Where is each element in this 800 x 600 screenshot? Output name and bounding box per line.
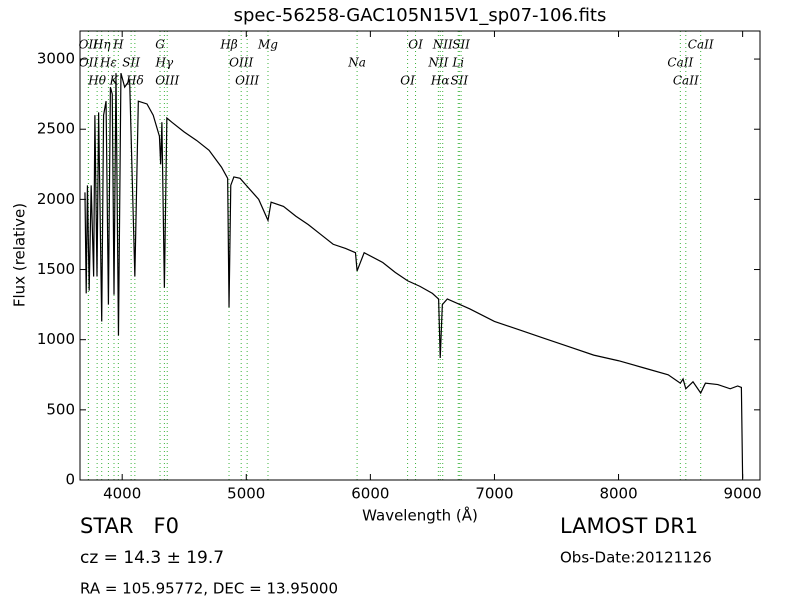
spectral-line-label: Mg — [257, 38, 278, 52]
x-tick-label: 7000 — [475, 485, 513, 503]
spectral-line-label: OIII — [235, 74, 259, 88]
y-tick-label: 500 — [46, 400, 75, 418]
x-tick-label: 5000 — [227, 485, 265, 503]
spectral-line-label: Hα — [430, 74, 450, 88]
spectral-line-label: Li — [451, 56, 464, 70]
x-tick-label: 6000 — [351, 485, 389, 503]
spectral-line-label: SII — [450, 74, 468, 88]
spectral-line-label: OII — [79, 38, 99, 52]
y-tick-label: 2500 — [37, 120, 75, 138]
spectral-line-label: Hβ — [219, 38, 237, 52]
spectral-line-label: OI — [400, 74, 415, 88]
redshift: cz = 14.3 ± 19.7 — [80, 548, 224, 568]
spectral-line-label: Hθ — [87, 74, 106, 88]
chart-title: spec-56258-GAC105N15V1_sp07-106.fits — [234, 5, 607, 26]
y-tick-label: 3000 — [37, 50, 75, 68]
spectral-line-label: Hδ — [125, 74, 144, 88]
y-tick-label: 1000 — [37, 330, 75, 348]
y-tick-label: 2000 — [37, 190, 75, 208]
spectral-line-label: OIII — [155, 74, 179, 88]
x-tick-label: 4000 — [103, 485, 141, 503]
obs-date: Obs-Date:20121126 — [560, 549, 712, 567]
plot-frame — [79, 30, 761, 481]
spectral-line-label: CaII — [673, 74, 699, 88]
spectral-line-label: SII — [122, 56, 140, 70]
coordinates: RA = 105.95772, DEC = 13.95000 — [80, 580, 338, 598]
spectral-line-label: G — [155, 38, 165, 52]
spectrum-line — [84, 72, 744, 479]
x-tick-label: 8000 — [599, 485, 637, 503]
spectral-line-label: K — [109, 74, 120, 88]
spectral-line-label: NII — [427, 56, 448, 70]
spectral-line-label: Hε — [99, 56, 117, 70]
spectral-line-label: Hη — [92, 38, 111, 52]
object-class: STAR F0 — [80, 514, 179, 538]
spectral-line-label: CaII — [688, 38, 714, 52]
spectral-line-label: OIII — [229, 56, 253, 70]
x-axis-label: Wavelength (Å) — [362, 506, 478, 525]
spectral-line-label: SII — [452, 38, 470, 52]
spectral-line-label: CaII — [667, 56, 693, 70]
spectral-line-label: OII — [79, 56, 99, 70]
y-axis-label: Flux (relative) — [11, 203, 29, 307]
y-tick-label: 0 — [65, 471, 75, 489]
y-tick-label: 1500 — [37, 260, 75, 278]
spectral-line-label: OI — [408, 38, 423, 52]
release: LAMOST DR1 — [560, 514, 698, 538]
spectral-line-label: NII — [432, 38, 453, 52]
spectral-line-label: Hγ — [155, 56, 174, 70]
x-tick-label: 9000 — [724, 485, 762, 503]
spectral-line-label: H — [112, 38, 124, 52]
spectral-line-label: Na — [347, 56, 366, 70]
